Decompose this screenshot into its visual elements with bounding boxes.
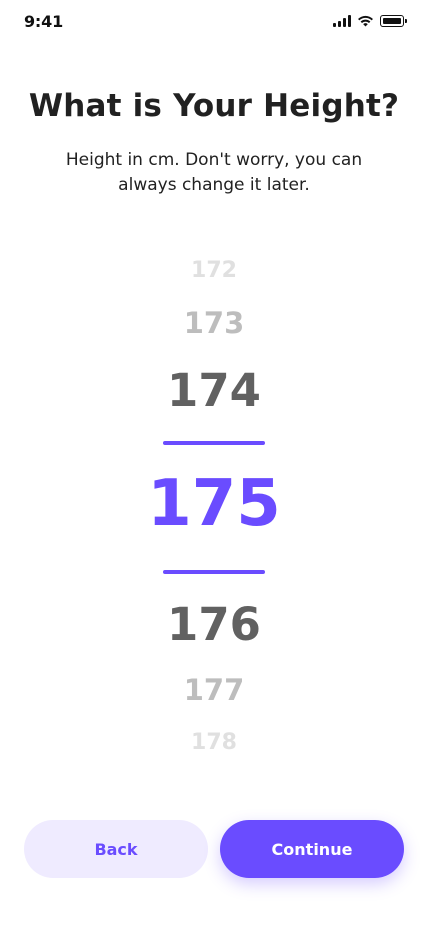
status-time: 9:41 [24, 12, 63, 31]
height-option-178[interactable]: 178 [191, 730, 237, 755]
height-option-174[interactable]: 174 [167, 364, 261, 417]
status-icons [333, 15, 407, 27]
selection-line-bottom [163, 570, 265, 574]
height-option-selected[interactable]: 175 [147, 467, 281, 541]
height-option-173[interactable]: 173 [183, 306, 245, 340]
selection-line-top [163, 441, 265, 445]
cellular-signal-icon [333, 15, 351, 27]
continue-button[interactable]: Continue [220, 820, 404, 878]
wifi-icon [358, 15, 373, 27]
page-title: What is Your Height? [28, 88, 400, 124]
page-subtitle: Height in cm. Don't worry, you can alway… [65, 150, 363, 195]
back-button[interactable]: Back [24, 820, 208, 878]
height-picker[interactable]: 172 173 174 175 176 177 178 [0, 240, 428, 780]
height-option-172[interactable]: 172 [191, 258, 237, 283]
battery-icon [380, 15, 407, 27]
height-option-177[interactable]: 177 [183, 673, 245, 707]
height-option-176[interactable]: 176 [167, 598, 261, 651]
status-bar: 9:41 [0, 0, 428, 44]
